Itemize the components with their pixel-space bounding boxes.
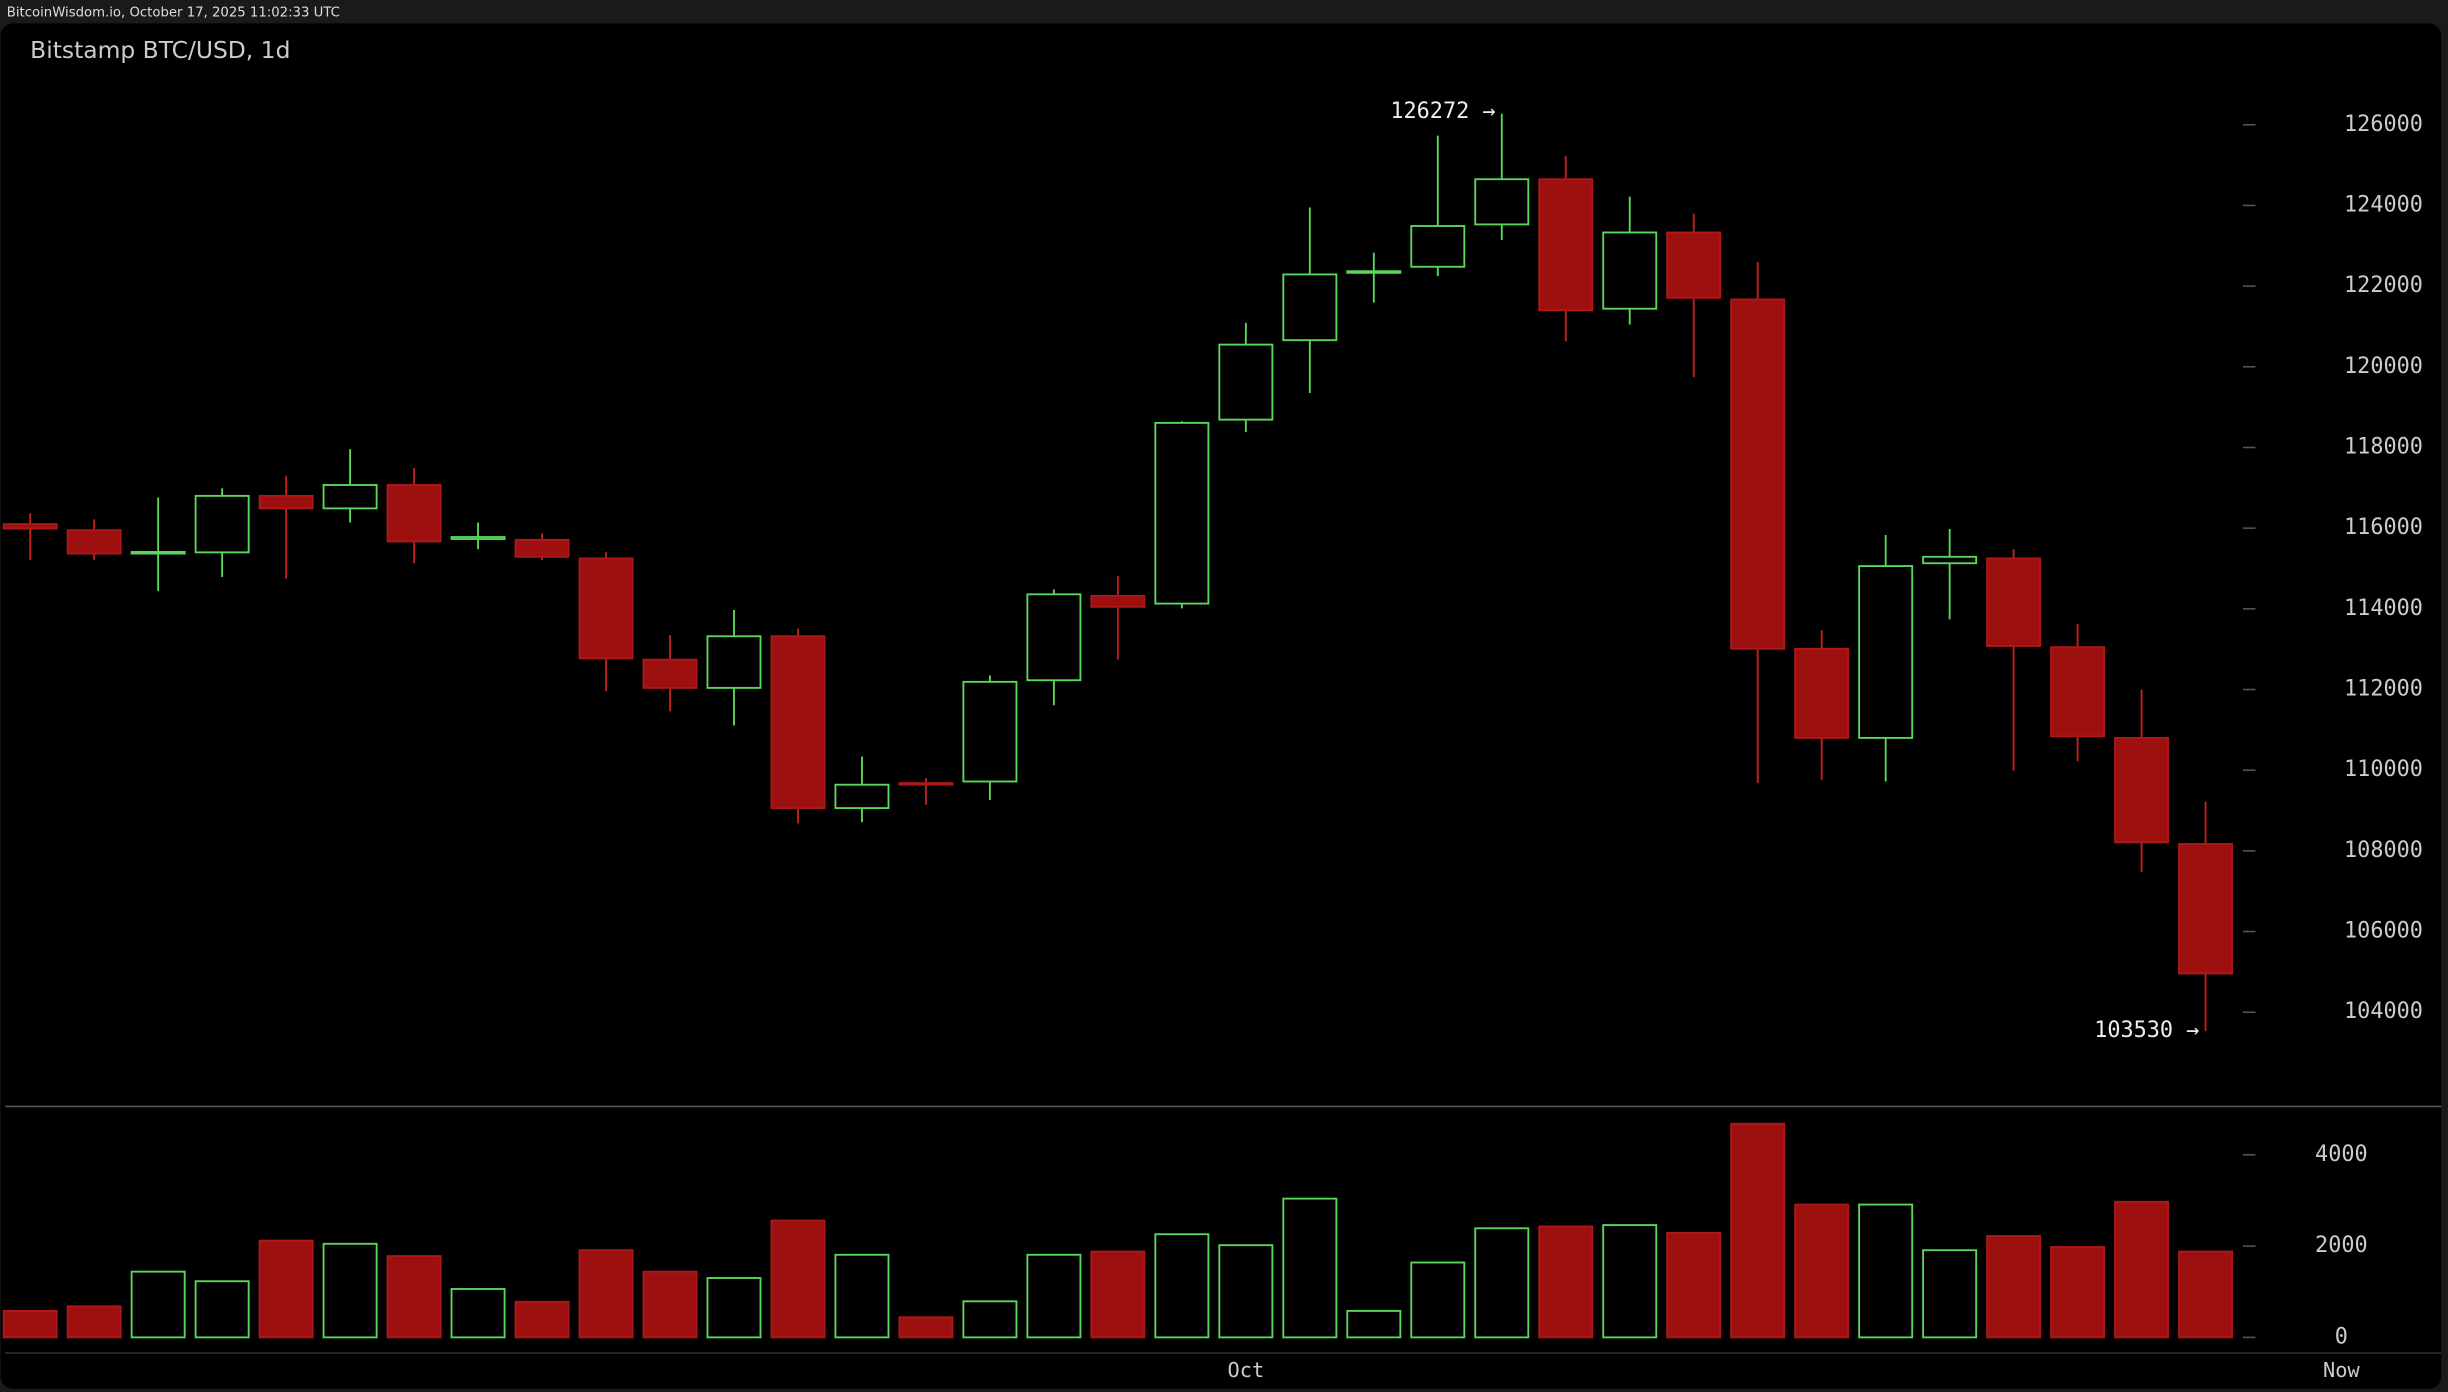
y-tick-label: 114000 [2344,596,2423,621]
volume-tick-label: 2000 [2315,1233,2368,1258]
candle-body [1282,273,1338,342]
volume-bar [1410,1261,1466,1339]
now-label: Now [2323,1358,2360,1382]
volume-bar [1858,1203,1914,1339]
volume-bar [386,1255,442,1339]
volume-tick-label: 4000 [2315,1142,2368,1167]
candle-body [2114,736,2170,844]
candle-body [1346,270,1402,274]
volume-bar [1346,1309,1402,1339]
candle-body [1602,231,1658,310]
volume-bar [962,1300,1018,1339]
volume-bar [1026,1253,1082,1339]
chart-panel [0,23,2442,1389]
volume-bar [258,1239,314,1339]
high-annotation: 126272 → [1390,99,1495,124]
low-annotation: 103530 → [2094,1018,2199,1043]
candle-body [1090,594,1146,608]
volume-bar [578,1249,634,1339]
y-tick-label: 104000 [2344,999,2423,1024]
volume-bar [1922,1249,1978,1339]
y-tick-label: 124000 [2344,192,2423,217]
volume-bar [1538,1225,1594,1339]
candle-body [258,494,314,510]
volume-bar [1666,1231,1722,1339]
candle-body [386,484,442,543]
candle-body [1858,565,1914,739]
volume-bar [1090,1250,1146,1339]
candle-body [1922,555,1978,565]
volume-bar [1154,1233,1210,1339]
x-tick-label: Oct [1228,1358,1265,1382]
candle-body [450,536,506,540]
candle-body [66,529,122,555]
candle-body [1474,178,1530,226]
volume-bar [1794,1203,1850,1339]
candle-body [2178,843,2234,975]
volume-bar [130,1270,186,1339]
candle-body [642,658,698,689]
volume-bar [1282,1197,1338,1339]
volume-bar [1730,1122,1786,1339]
candle-body [2,523,58,530]
candle-body [1666,231,1722,299]
y-tick-label: 112000 [2344,677,2423,702]
volume-bar [898,1316,954,1339]
volume-bar [1474,1227,1530,1339]
candle-body [770,635,826,810]
candle-body [1538,178,1594,312]
candle-body [514,538,570,558]
y-tick-label: 122000 [2344,273,2423,298]
candle-body [322,484,378,510]
volume-tick-label: 0 [2335,1324,2348,1349]
volume-bar [834,1253,890,1339]
volume-bar [450,1288,506,1339]
y-tick-label: 116000 [2344,515,2423,540]
chart-title: Bitstamp BTC/USD, 1d [30,36,290,64]
y-tick-label: 108000 [2344,838,2423,863]
volume-bar [1218,1244,1274,1339]
y-tick-label: 126000 [2344,112,2423,137]
y-tick-label: 120000 [2344,354,2423,379]
header-text: BitcoinWisdom.io, October 17, 2025 11:02… [7,5,340,20]
candle-body [1986,557,2042,647]
candle-body [1026,593,1082,682]
candle-body [2050,646,2106,738]
volume-bar [2114,1200,2170,1339]
volume-bar [2178,1250,2234,1339]
volume-bar [322,1242,378,1339]
volume-bar [1986,1235,2042,1339]
y-tick-label: 118000 [2344,434,2423,459]
candle-body [1794,647,1850,739]
y-tick-label: 110000 [2344,757,2423,782]
candle-body [898,782,954,786]
volume-bar [770,1219,826,1339]
volume-bar [2050,1246,2106,1339]
candle-body [834,783,890,810]
volume-bar [514,1300,570,1339]
candle-body [1730,298,1786,650]
volume-bar [1602,1224,1658,1339]
volume-bar [706,1277,762,1339]
candle-body [1218,343,1274,421]
volume-bar [66,1305,122,1339]
volume-bar [2,1309,58,1339]
candle-body [194,494,250,554]
candle-body [706,635,762,689]
candle-body [1154,421,1210,605]
candle-body [1410,225,1466,268]
y-tick-label: 106000 [2344,919,2423,944]
candle-body [578,557,634,660]
candle-body [962,680,1018,783]
candle-body [130,551,186,555]
volume-bar [642,1270,698,1339]
volume-bar [194,1280,250,1339]
